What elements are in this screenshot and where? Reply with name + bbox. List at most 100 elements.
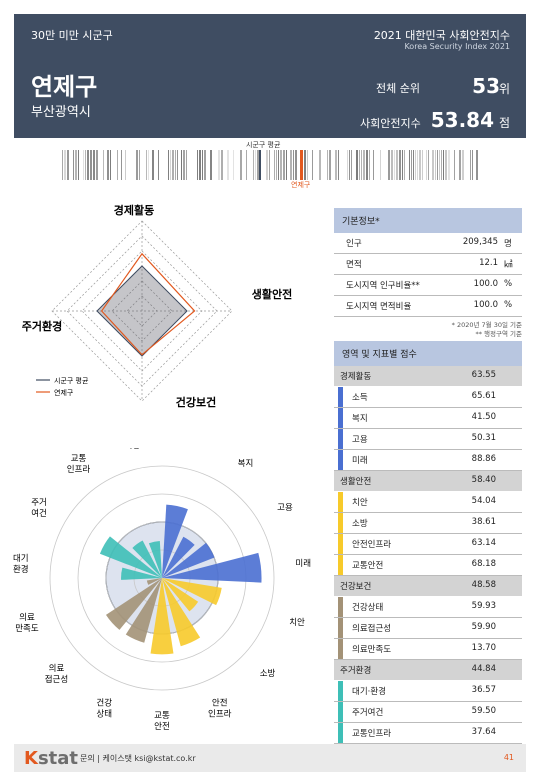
rank-barcode-tick [83, 150, 84, 180]
rose-bar [121, 567, 162, 580]
rank-barcode-tick [472, 150, 473, 180]
rank-barcode-tick [121, 150, 122, 180]
group-color-bar [338, 450, 343, 470]
rank-barcode-tick [329, 150, 331, 180]
rank-self-label: 연제구 [291, 181, 311, 189]
score-item-row: 교통안전 68.18 [334, 555, 522, 576]
score-item-row: 치안 54.04 [334, 492, 522, 513]
rank-barcode-tick [210, 150, 212, 180]
score-item-row: 고용 50.31 [334, 429, 522, 450]
rose-label: 의료 만족도 [15, 612, 39, 634]
group-label: 주거환경 [340, 666, 372, 676]
radar-grid-ring [51, 220, 233, 402]
rank-barcode-tick [396, 150, 398, 180]
rank-barcode-tick [422, 150, 423, 180]
item-label: 교통안전 [352, 561, 384, 571]
rose-bar [99, 536, 162, 578]
item-score: 13.70 [471, 643, 496, 653]
group-score: 63.55 [471, 370, 496, 380]
rank-barcode-tick [402, 150, 403, 180]
rank-avg-marker [259, 150, 261, 180]
rose-label: 주거 여건 [31, 498, 47, 519]
basic-note-2: ** 행정구역 기준 [475, 330, 522, 338]
rank-barcode-tick [64, 150, 66, 180]
item-score: 36.57 [471, 685, 496, 695]
item-score: 63.14 [471, 538, 496, 548]
group-color-bar [338, 429, 343, 449]
score-group-row: 생활안전 58.40 [334, 471, 522, 492]
report-subtitle: Korea Security Index 2021 [404, 42, 510, 51]
basic-info-row: 도시지역 면적비율 100.0% [334, 296, 522, 317]
rose-label: 건강 상태 [96, 698, 112, 720]
item-score: 41.50 [471, 412, 496, 422]
rank-barcode-tick [290, 150, 292, 180]
rank-barcode-tick [312, 150, 313, 180]
radar-axis-label: 주거환경 [22, 319, 62, 333]
group-color-bar [338, 408, 343, 428]
province-name: 부산광역시 [31, 105, 91, 120]
group-color-bar [338, 681, 343, 701]
rose-label: 의료 접근성 [45, 663, 68, 685]
rank-barcode-tick [338, 150, 339, 180]
radar-self-polygon [100, 252, 196, 356]
group-score: 58.40 [471, 475, 496, 485]
item-label: 치안 [352, 498, 368, 508]
item-score: 88.86 [471, 454, 496, 464]
rose-bar [162, 578, 201, 647]
rank-barcode-tick [90, 150, 92, 180]
rose-label: 치안 [289, 617, 305, 628]
score-item-row: 미래 88.86 [334, 450, 522, 471]
rank-barcode-tick [62, 150, 63, 180]
kstat-logo: Kstat [24, 748, 79, 769]
rank-barcode-tick [255, 150, 256, 180]
rank-barcode-tick [85, 150, 86, 180]
group-color-bar [338, 618, 343, 638]
rose-bar [162, 578, 222, 606]
rank-barcode-tick [327, 150, 328, 180]
index-unit: 점 [498, 116, 510, 130]
basic-info-row: 인구 209,345 명 [334, 233, 522, 254]
item-label: 의료만족도 [352, 645, 392, 655]
item-label: 교통인프라 [352, 729, 392, 739]
rank-barcode-tick [136, 150, 138, 180]
rank-barcode-tick [181, 150, 182, 180]
rank-barcode-tick [347, 150, 348, 180]
basic-unit: ㎢ [504, 260, 513, 270]
rank-barcode-tick [183, 150, 185, 180]
item-label: 소방 [352, 519, 368, 529]
rank-barcode-tick [117, 150, 118, 180]
score-item-row: 주거여건 59.50 [334, 702, 522, 723]
rank-barcode-tick [462, 150, 464, 180]
rank-barcode-tick [399, 150, 401, 180]
rank-barcode-tick [307, 150, 308, 180]
item-label: 의료접근성 [352, 624, 392, 634]
rank-barcode-tick [67, 150, 69, 180]
basic-label: 도시지역 면적비율 [346, 302, 412, 312]
rank-barcode-tick [75, 150, 77, 180]
rose-label: 소방 [260, 668, 276, 679]
radar-axis-label: 건강보건 [176, 395, 216, 409]
rank-barcode-tick [146, 150, 147, 180]
item-score: 50.31 [471, 433, 496, 443]
rank-barcode-tick [168, 150, 169, 180]
page-number: 41 [503, 753, 514, 762]
rank-barcode-tick [227, 150, 229, 180]
group-color-bar [338, 702, 343, 722]
rank-barcode-tick [304, 150, 306, 180]
radar-axis-label: 생활안전 [252, 287, 292, 301]
basic-unit: 명 [504, 239, 512, 249]
score-table: 영역 및 지표별 점수 경제활동 63.55 소득 65.61 복지 41.50 고용 50.… [334, 341, 522, 765]
basic-note-1: * 2020년 7월 30일 기준 [451, 321, 522, 329]
item-score: 59.50 [471, 706, 496, 716]
rank-barcode-tick [87, 150, 89, 180]
rose-bars [99, 504, 262, 655]
rank-barcode-tick [470, 150, 471, 180]
rank-barcode: 시군구 평균 연제구 [60, 141, 478, 190]
report-title: 2021 대한민국 사회안전지수 [373, 29, 510, 42]
score-item-row: 대기·환경 36.57 [334, 681, 522, 702]
rose-label: 교통 안전 [154, 711, 170, 732]
basic-unit: % [504, 279, 513, 289]
basic-info-table: 기본정보* 인구 209,345 명 면적 12.1 ㎢ 도시지역 인구비율** 100… [334, 208, 522, 339]
rank-barcode-tick [170, 150, 171, 180]
rank-barcode-tick [428, 150, 429, 180]
